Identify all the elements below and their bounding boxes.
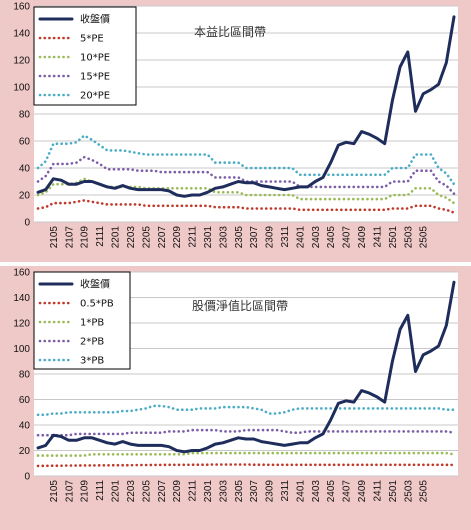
series-line-0 xyxy=(36,15,456,198)
legend-label: 收盤價 xyxy=(80,13,110,26)
series-line-4 xyxy=(36,134,456,186)
legend-label: 0.5*PB xyxy=(80,299,114,310)
x-tick-label: 2303 xyxy=(218,226,229,249)
y-tick-label: 20 xyxy=(19,446,31,457)
x-tick-label: 2401 xyxy=(295,480,306,503)
y-tick-label: 80 xyxy=(19,370,31,381)
x-tick-label: 2211 xyxy=(188,226,199,248)
x-tick-label: 2411 xyxy=(372,226,383,248)
y-tick-label: 100 xyxy=(13,344,30,355)
series-line-1 xyxy=(36,463,456,468)
y-tick-label: 120 xyxy=(13,319,30,330)
y-tick-label: 120 xyxy=(13,56,30,67)
x-tick-label: 2401 xyxy=(295,226,306,249)
x-tick-label: 2403 xyxy=(311,480,322,503)
y-tick-label: 160 xyxy=(13,2,30,13)
y-tick-label: 0 xyxy=(24,472,30,483)
x-tick-label: 2505 xyxy=(419,226,430,249)
x-tick-label: 2203 xyxy=(126,226,137,249)
x-tick-label: 2109 xyxy=(80,226,91,249)
legend-label: 5*PE xyxy=(80,34,104,45)
x-tick-label: 2107 xyxy=(64,226,75,249)
x-tick-label: 2403 xyxy=(311,226,322,249)
legend-label: 1*PB xyxy=(80,318,104,329)
x-tick-label: 2111 xyxy=(95,480,106,501)
x-tick-label: 2409 xyxy=(357,226,368,249)
legend-label: 收盤價 xyxy=(80,278,110,291)
y-tick-label: 140 xyxy=(13,29,30,40)
x-tick-label: 2407 xyxy=(342,226,353,249)
series-line-0 xyxy=(36,280,456,454)
x-tick-label: 2105 xyxy=(49,480,60,503)
x-tick-label: 2409 xyxy=(357,480,368,503)
x-tick-label: 2201 xyxy=(111,226,122,249)
legend-label: 3*PB xyxy=(80,356,104,367)
x-tick-label: 2503 xyxy=(403,226,414,249)
legend-box xyxy=(33,271,131,370)
y-tick-label: 140 xyxy=(13,293,30,304)
x-tick-label: 2209 xyxy=(172,480,183,503)
y-tick-label: 160 xyxy=(13,268,30,279)
x-tick-label: 2305 xyxy=(234,226,245,249)
x-tick-label: 2309 xyxy=(265,480,276,503)
x-tick-label: 2405 xyxy=(326,480,337,503)
x-tick-label: 2205 xyxy=(141,480,152,503)
legend-label: 15*PE xyxy=(80,72,110,83)
chart-title: 股價淨值比區間帶 xyxy=(192,298,288,313)
pb-band-chart: 0 20 40 60 80 100 120 140 160 2105 2107 2109 2111 220… xyxy=(0,266,471,530)
y-tick-label: 100 xyxy=(13,83,30,94)
x-tick-label: 2207 xyxy=(157,226,168,249)
x-tick-label: 2405 xyxy=(326,226,337,249)
x-tick-label: 2105 xyxy=(49,226,60,249)
y-tick-label: 60 xyxy=(19,395,31,406)
y-tick-label: 40 xyxy=(19,164,31,175)
x-tick-label: 2109 xyxy=(80,480,91,503)
legend-box xyxy=(33,6,137,106)
series-line-3 xyxy=(36,428,456,437)
x-tick-label: 2111 xyxy=(95,226,106,247)
x-tick-label: 2411 xyxy=(372,480,383,502)
series-line-4 xyxy=(36,404,456,417)
x-tick-label: 2303 xyxy=(218,480,229,503)
x-tick-label: 2501 xyxy=(388,480,399,503)
x-tick-label: 2501 xyxy=(388,226,399,249)
x-tick-label: 2311 xyxy=(280,226,291,248)
x-tick-label: 2211 xyxy=(188,480,199,502)
x-tick-label: 2505 xyxy=(419,480,430,503)
legend-label: 10*PE xyxy=(80,53,110,64)
x-tick-label: 2407 xyxy=(342,480,353,503)
y-tick-label: 20 xyxy=(19,191,31,202)
x-tick-label: 2209 xyxy=(172,226,183,249)
y-tick-label: 80 xyxy=(19,110,31,121)
y-tick-label: 60 xyxy=(19,137,31,148)
x-tick-label: 2503 xyxy=(403,480,414,503)
chart-title: 本益比區間帶 xyxy=(194,25,266,39)
x-tick-label: 2203 xyxy=(126,480,137,503)
x-tick-label: 2207 xyxy=(157,480,168,503)
pe-band-chart: 0 20 40 60 80 100 120 140 160 2105 2107 2109 2111 220… xyxy=(0,0,471,262)
x-tick-label: 2309 xyxy=(265,226,276,249)
y-tick-label: 0 xyxy=(24,218,30,229)
x-tick-label: 2107 xyxy=(64,480,75,503)
x-tick-label: 2305 xyxy=(234,480,245,503)
legend-label: 2*PB xyxy=(80,337,104,348)
x-tick-label: 2301 xyxy=(203,226,214,249)
x-tick-label: 2307 xyxy=(249,480,260,503)
series-line-2 xyxy=(36,451,456,457)
series-line-1 xyxy=(36,199,456,214)
x-tick-label: 2307 xyxy=(249,226,260,249)
x-tick-label: 2311 xyxy=(280,480,291,502)
y-tick-label: 40 xyxy=(19,421,31,432)
x-tick-label: 2201 xyxy=(111,480,122,503)
x-tick-label: 2301 xyxy=(203,480,214,503)
x-tick-label: 2205 xyxy=(141,226,152,249)
legend-label: 20*PE xyxy=(80,91,110,102)
